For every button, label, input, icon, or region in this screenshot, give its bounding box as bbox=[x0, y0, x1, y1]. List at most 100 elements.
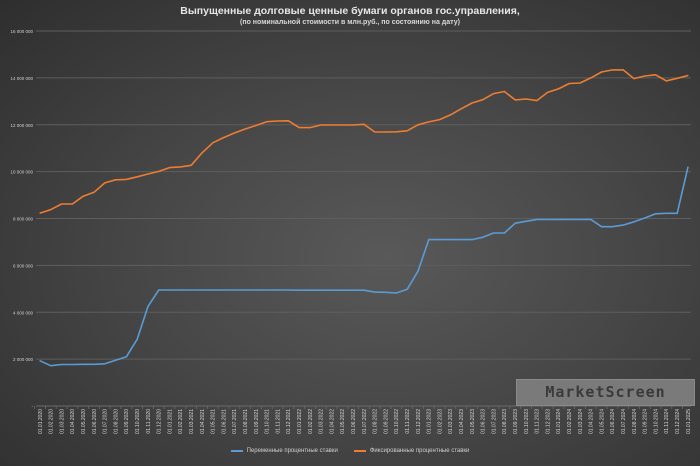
data-point bbox=[179, 166, 181, 168]
x-tick-label: 01.06.2023 bbox=[481, 409, 487, 434]
data-point bbox=[39, 212, 41, 214]
x-tick-label: 01.09.2024 bbox=[643, 409, 649, 434]
y-tick-label: 16 000 000 bbox=[10, 29, 33, 34]
x-tick-label: 01.02.2023 bbox=[437, 409, 443, 434]
data-point bbox=[439, 118, 441, 121]
data-point bbox=[104, 182, 106, 184]
data-point bbox=[320, 124, 322, 126]
x-tick-label: 01.03.2020 bbox=[59, 409, 65, 434]
data-point bbox=[287, 120, 289, 122]
data-point bbox=[633, 77, 635, 80]
x-tick-label: 01.04.2021 bbox=[200, 409, 206, 434]
data-point bbox=[622, 69, 624, 71]
data-point bbox=[266, 289, 268, 291]
x-tick-label: 01.12.2022 bbox=[416, 409, 422, 434]
data-point bbox=[579, 218, 581, 221]
data-point bbox=[525, 98, 527, 100]
data-point bbox=[82, 195, 84, 197]
x-tick-label: 01.05.2021 bbox=[211, 409, 217, 434]
data-point bbox=[212, 142, 214, 144]
data-point bbox=[169, 167, 171, 169]
data-point bbox=[568, 82, 570, 85]
data-point bbox=[665, 80, 668, 82]
data-point bbox=[417, 270, 419, 272]
x-tick-label: 01.08.2023 bbox=[502, 409, 508, 434]
data-point bbox=[39, 360, 41, 362]
data-point bbox=[244, 128, 246, 130]
data-point bbox=[395, 292, 397, 294]
x-tick-label: 01.07.2023 bbox=[491, 409, 497, 434]
data-point bbox=[331, 124, 333, 126]
x-tick-label: 01.06.2024 bbox=[610, 409, 616, 434]
data-point bbox=[493, 92, 495, 95]
x-tick-label: 01.02.2020 bbox=[49, 409, 55, 434]
legend-swatch-fixed bbox=[353, 450, 366, 452]
x-tick-label: 01.06.2022 bbox=[351, 409, 357, 434]
y-tick-label: 10 000 000 bbox=[10, 170, 33, 175]
x-tick-label: 01.08.2024 bbox=[632, 409, 638, 434]
x-tick-label: 01.01.2021 bbox=[167, 409, 173, 434]
data-point bbox=[190, 164, 192, 166]
x-tick-label: 01.12.2024 bbox=[675, 409, 681, 434]
data-point bbox=[611, 226, 614, 228]
data-point bbox=[147, 305, 149, 307]
data-point bbox=[449, 114, 451, 116]
data-point bbox=[514, 222, 516, 224]
x-tick-label: 01.01.2022 bbox=[297, 409, 303, 434]
marketscreen-watermark: MarketScreen bbox=[516, 379, 695, 406]
y-tick-label: - bbox=[32, 404, 34, 409]
data-point bbox=[471, 238, 473, 241]
data-point bbox=[633, 221, 635, 223]
data-point bbox=[201, 289, 203, 291]
x-tick-label: 01.03.2022 bbox=[319, 409, 325, 434]
legend-item-variable: Переменные процентные ставки bbox=[230, 448, 338, 454]
data-point bbox=[136, 338, 138, 340]
data-point bbox=[352, 289, 354, 291]
data-point bbox=[374, 291, 376, 293]
data-point bbox=[125, 356, 127, 358]
data-point bbox=[50, 208, 52, 211]
data-point bbox=[115, 359, 117, 361]
x-tick-label: 01.10.2021 bbox=[265, 409, 271, 434]
data-point bbox=[449, 238, 451, 241]
data-point bbox=[644, 217, 646, 219]
data-point bbox=[547, 218, 549, 221]
x-tick-label: 01.09.2023 bbox=[513, 409, 519, 434]
x-tick-label: 01.05.2022 bbox=[340, 409, 346, 434]
x-tick-label: 01.05.2023 bbox=[470, 409, 476, 434]
x-tick-label: 01.01.2023 bbox=[427, 409, 433, 434]
data-point bbox=[212, 289, 214, 291]
chart-title: Выпущенные долговые ценные бумаги органо… bbox=[180, 5, 520, 17]
x-tick-label: 01.04.2022 bbox=[329, 409, 335, 434]
x-tick-label: 01.02.2022 bbox=[308, 409, 314, 434]
x-tick-label: 01.10.2024 bbox=[653, 409, 659, 434]
x-tick-label: 01.10.2020 bbox=[135, 409, 141, 434]
data-point bbox=[331, 289, 333, 291]
data-point bbox=[536, 218, 538, 221]
x-tick-label: 01.10.2023 bbox=[524, 409, 530, 434]
x-tick-label: 01.01.2025 bbox=[686, 409, 692, 434]
data-point bbox=[471, 102, 473, 104]
legend-item-fixed: Фиксированные процентные ставки bbox=[353, 448, 469, 454]
x-tick-label: 01.07.2021 bbox=[232, 409, 238, 434]
data-point bbox=[406, 288, 408, 290]
data-point bbox=[320, 289, 322, 291]
data-point bbox=[655, 74, 657, 76]
y-tick-label: 6 000 000 bbox=[13, 263, 34, 268]
data-point bbox=[525, 220, 527, 222]
data-point bbox=[244, 289, 246, 291]
x-tick-label: 01.12.2021 bbox=[286, 409, 292, 434]
x-tick-label: 01.05.2024 bbox=[599, 409, 605, 434]
data-point bbox=[557, 218, 560, 221]
data-point bbox=[503, 232, 505, 234]
y-tick-label: 8 000 000 bbox=[13, 217, 34, 222]
x-tick-label: 01.02.2021 bbox=[178, 409, 184, 434]
x-tick-label: 01.07.2024 bbox=[621, 409, 627, 434]
x-tick-label: 01.04.2024 bbox=[589, 409, 595, 434]
data-point bbox=[503, 90, 505, 93]
data-point bbox=[82, 363, 84, 365]
chart-subtitle: (по номинальной стоимости в млн.руб., по… bbox=[240, 19, 460, 26]
x-tick-label: 01.11.2024 bbox=[664, 409, 670, 434]
data-point bbox=[395, 131, 397, 133]
